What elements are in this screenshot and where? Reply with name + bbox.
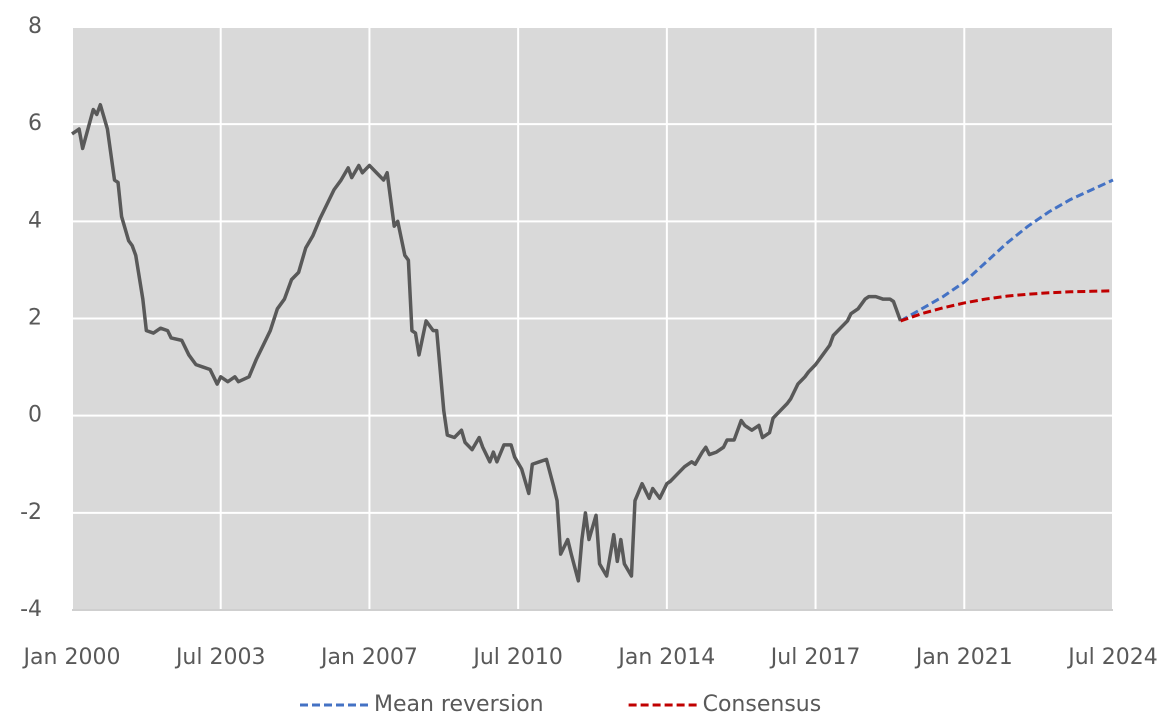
y-tick-label: 8 <box>28 14 42 39</box>
y-tick-label: 0 <box>28 403 42 428</box>
line <box>899 178 1114 323</box>
line <box>71 102 903 583</box>
x-tick-label: Jan 2000 <box>22 645 121 670</box>
x-tick-label: Jul 2024 <box>1066 645 1158 670</box>
y-tick-label: 6 <box>28 111 42 136</box>
y-tick-label: 2 <box>28 306 42 331</box>
legend-label: Mean reversion <box>374 692 544 717</box>
y-tick-label: 4 <box>28 208 42 233</box>
x-tick-label: Jul 2010 <box>471 645 563 670</box>
x-tick-label: Jul 2017 <box>769 645 861 670</box>
y-tick-label: -4 <box>20 597 42 622</box>
legend-label: Consensus <box>703 692 822 717</box>
x-tick-label: Jan 2014 <box>616 645 715 670</box>
x-tick-label: Jan 2021 <box>914 645 1013 670</box>
line <box>900 289 1114 323</box>
x-tick-label: Jul 2003 <box>174 645 266 670</box>
y-tick-label: -2 <box>20 500 42 525</box>
x-tick-label: Jan 2007 <box>319 645 418 670</box>
